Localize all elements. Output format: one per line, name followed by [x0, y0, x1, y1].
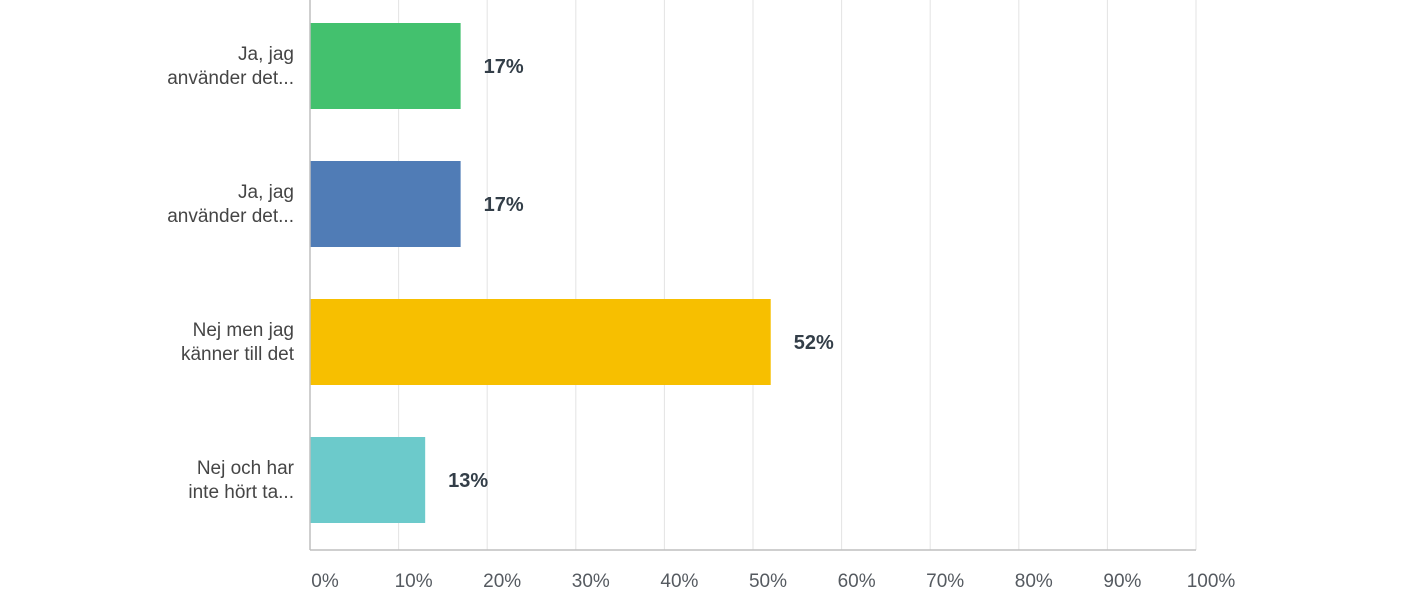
labels: 17% Ja, jag använder det... 17% Ja, jag använ…: [167, 44, 834, 503]
x-tick-label: 90%: [1103, 571, 1141, 592]
category-label-line: Nej och har: [197, 458, 295, 479]
bar-4[interactable]: [310, 437, 426, 523]
category-label-line: Ja, jag: [238, 182, 294, 203]
x-tick-label: 50%: [749, 571, 787, 592]
category-label-line: använder det...: [167, 68, 294, 89]
category-label-line: använder det...: [167, 206, 294, 227]
x-tick-label: 20%: [483, 571, 521, 592]
category-label-line: känner till det: [181, 344, 295, 365]
category-label-2: Ja, jag använder det...: [167, 182, 294, 227]
category-label-4: Nej och har inte hört ta...: [188, 458, 294, 503]
category-label-3: Nej men jag känner till det: [181, 320, 295, 365]
bar-3[interactable]: [310, 299, 771, 385]
value-label-1: 17%: [484, 56, 524, 78]
x-tick-label: 80%: [1015, 571, 1053, 592]
bar-2[interactable]: [310, 161, 461, 247]
x-tick-label: 10%: [395, 571, 433, 592]
value-label-2: 17%: [484, 194, 524, 216]
bars: [310, 23, 771, 523]
category-label-line: inte hört ta...: [188, 482, 294, 503]
x-tick-label: 70%: [926, 571, 964, 592]
category-label-line: Nej men jag: [193, 320, 294, 341]
x-axis: 0% 10% 20% 30% 40% 50% 60% 70% 80% 90% 100%: [309, 0, 1236, 592]
x-tick-label: 100%: [1187, 571, 1236, 592]
bar-1[interactable]: [310, 23, 461, 109]
x-tick-label: 40%: [660, 571, 698, 592]
x-tick-label: 60%: [838, 571, 876, 592]
category-label-1: Ja, jag använder det...: [167, 44, 294, 89]
category-label-line: Ja, jag: [238, 44, 294, 65]
value-label-3: 52%: [794, 332, 834, 354]
x-tick-label: 0%: [311, 571, 339, 592]
x-tick-label: 30%: [572, 571, 610, 592]
gridlines: [398, 0, 1197, 550]
value-label-4: 13%: [448, 470, 488, 492]
